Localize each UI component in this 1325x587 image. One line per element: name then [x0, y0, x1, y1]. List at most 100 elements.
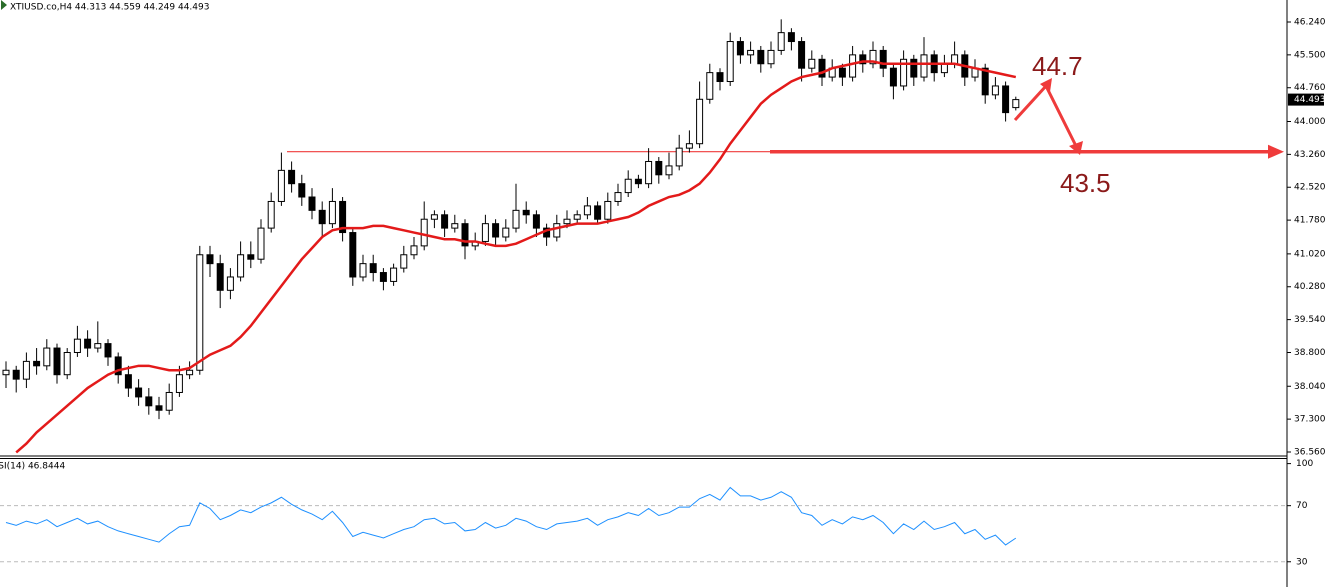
- candle-body: [818, 58, 826, 78]
- candle-body: [553, 223, 561, 238]
- candle-body: [614, 192, 622, 202]
- y-tick-label: 43.260: [1294, 150, 1325, 160]
- candle-body: [910, 58, 918, 78]
- rsi-line: [5, 486, 1017, 546]
- candle-body: [624, 178, 632, 194]
- target-label: 44.7: [1032, 51, 1083, 81]
- candle-body: [339, 200, 347, 234]
- candle-body: [277, 169, 285, 202]
- candle-body: [267, 200, 275, 229]
- candle-body: [808, 58, 816, 69]
- candle-body: [716, 72, 724, 83]
- candle-body: [247, 254, 255, 260]
- arrow-head: [1268, 144, 1284, 159]
- candle-body: [991, 85, 999, 96]
- candle-body: [675, 147, 683, 167]
- candle-body: [900, 58, 908, 87]
- y-tick-label: 44.000: [1294, 117, 1325, 127]
- candle-body: [665, 165, 673, 176]
- candle-body: [920, 54, 928, 78]
- candle-body: [94, 343, 102, 349]
- candle-body: [175, 374, 183, 393]
- candle-body: [604, 200, 612, 220]
- candle-body: [869, 49, 877, 65]
- candle-body: [237, 254, 245, 278]
- candle-body: [859, 54, 867, 65]
- candle-body: [84, 338, 92, 349]
- candle-body: [512, 209, 520, 229]
- y-tick-label: 41.780: [1294, 216, 1325, 226]
- candle-body: [563, 218, 571, 225]
- candle-body: [951, 54, 959, 65]
- arrow-head: [1040, 78, 1052, 92]
- candle-body: [257, 227, 265, 260]
- candle-body: [216, 263, 224, 291]
- last-price-label: 44.493: [1294, 95, 1325, 105]
- candle-body: [165, 391, 173, 411]
- candle-body: [12, 369, 20, 380]
- candle-body: [226, 276, 234, 291]
- candle-body: [757, 49, 765, 65]
- candle-body: [502, 227, 510, 238]
- candle-body: [420, 218, 428, 247]
- candle-body: [2, 369, 10, 376]
- rsi-label: RSI(14) 46.8444: [0, 462, 65, 472]
- candle-body: [135, 387, 143, 398]
- candle-body: [787, 32, 795, 43]
- candle-body: [349, 232, 357, 278]
- candle-body: [461, 223, 469, 247]
- candle-body: [981, 67, 989, 96]
- moving-average: [15, 60, 1017, 454]
- candle-body: [451, 223, 459, 229]
- candle-body: [155, 405, 163, 411]
- y-tick-label: 45.500: [1294, 50, 1325, 60]
- candle-body: [594, 205, 602, 220]
- candle-body: [308, 196, 316, 211]
- candle-body: [645, 160, 653, 185]
- candle-body: [73, 338, 81, 353]
- candle-body: [573, 214, 581, 220]
- candle-body: [379, 272, 387, 282]
- candle-body: [777, 32, 785, 51]
- y-tick-label: 42.520: [1294, 183, 1325, 193]
- y-tick-label: 44.760: [1294, 83, 1325, 93]
- candle-body: [63, 351, 71, 376]
- candle-body: [298, 183, 306, 198]
- candle-body: [767, 49, 775, 65]
- target-label: 43.5: [1060, 168, 1111, 198]
- candle-body: [114, 356, 122, 376]
- candle-body: [798, 41, 806, 69]
- candle-body: [390, 267, 398, 282]
- candle-body: [532, 214, 540, 229]
- candle-body: [696, 98, 704, 145]
- y-tick-label: 38.800: [1294, 348, 1325, 358]
- candle-body: [104, 343, 112, 358]
- candle-body: [206, 254, 214, 265]
- candle-body: [849, 54, 857, 78]
- candle-body: [53, 347, 61, 376]
- candle-body: [43, 347, 51, 367]
- candle-body: [889, 67, 897, 87]
- y2-tick-label: 100: [1296, 459, 1313, 469]
- candle-body: [186, 369, 194, 376]
- y-tick-label: 40.280: [1294, 282, 1325, 292]
- candle-body: [522, 209, 530, 216]
- y-tick-label: 38.040: [1294, 382, 1325, 392]
- candle-body: [655, 160, 663, 176]
- candle-body: [318, 209, 326, 225]
- candle-body: [726, 41, 734, 83]
- candle-body: [359, 263, 367, 278]
- candle-body: [430, 214, 438, 220]
- y-tick-label: 46.240: [1294, 17, 1325, 27]
- y2-tick-label: 30: [1296, 557, 1308, 567]
- arrow-head: [1069, 141, 1083, 155]
- candle-body: [124, 374, 132, 389]
- candle-body: [33, 360, 41, 367]
- candle-body: [441, 214, 449, 229]
- candle-body: [1012, 99, 1020, 109]
- candle-body: [288, 169, 296, 185]
- candle-body: [196, 254, 204, 371]
- candle-body: [481, 223, 489, 242]
- y-tick-label: 36.560: [1294, 448, 1325, 458]
